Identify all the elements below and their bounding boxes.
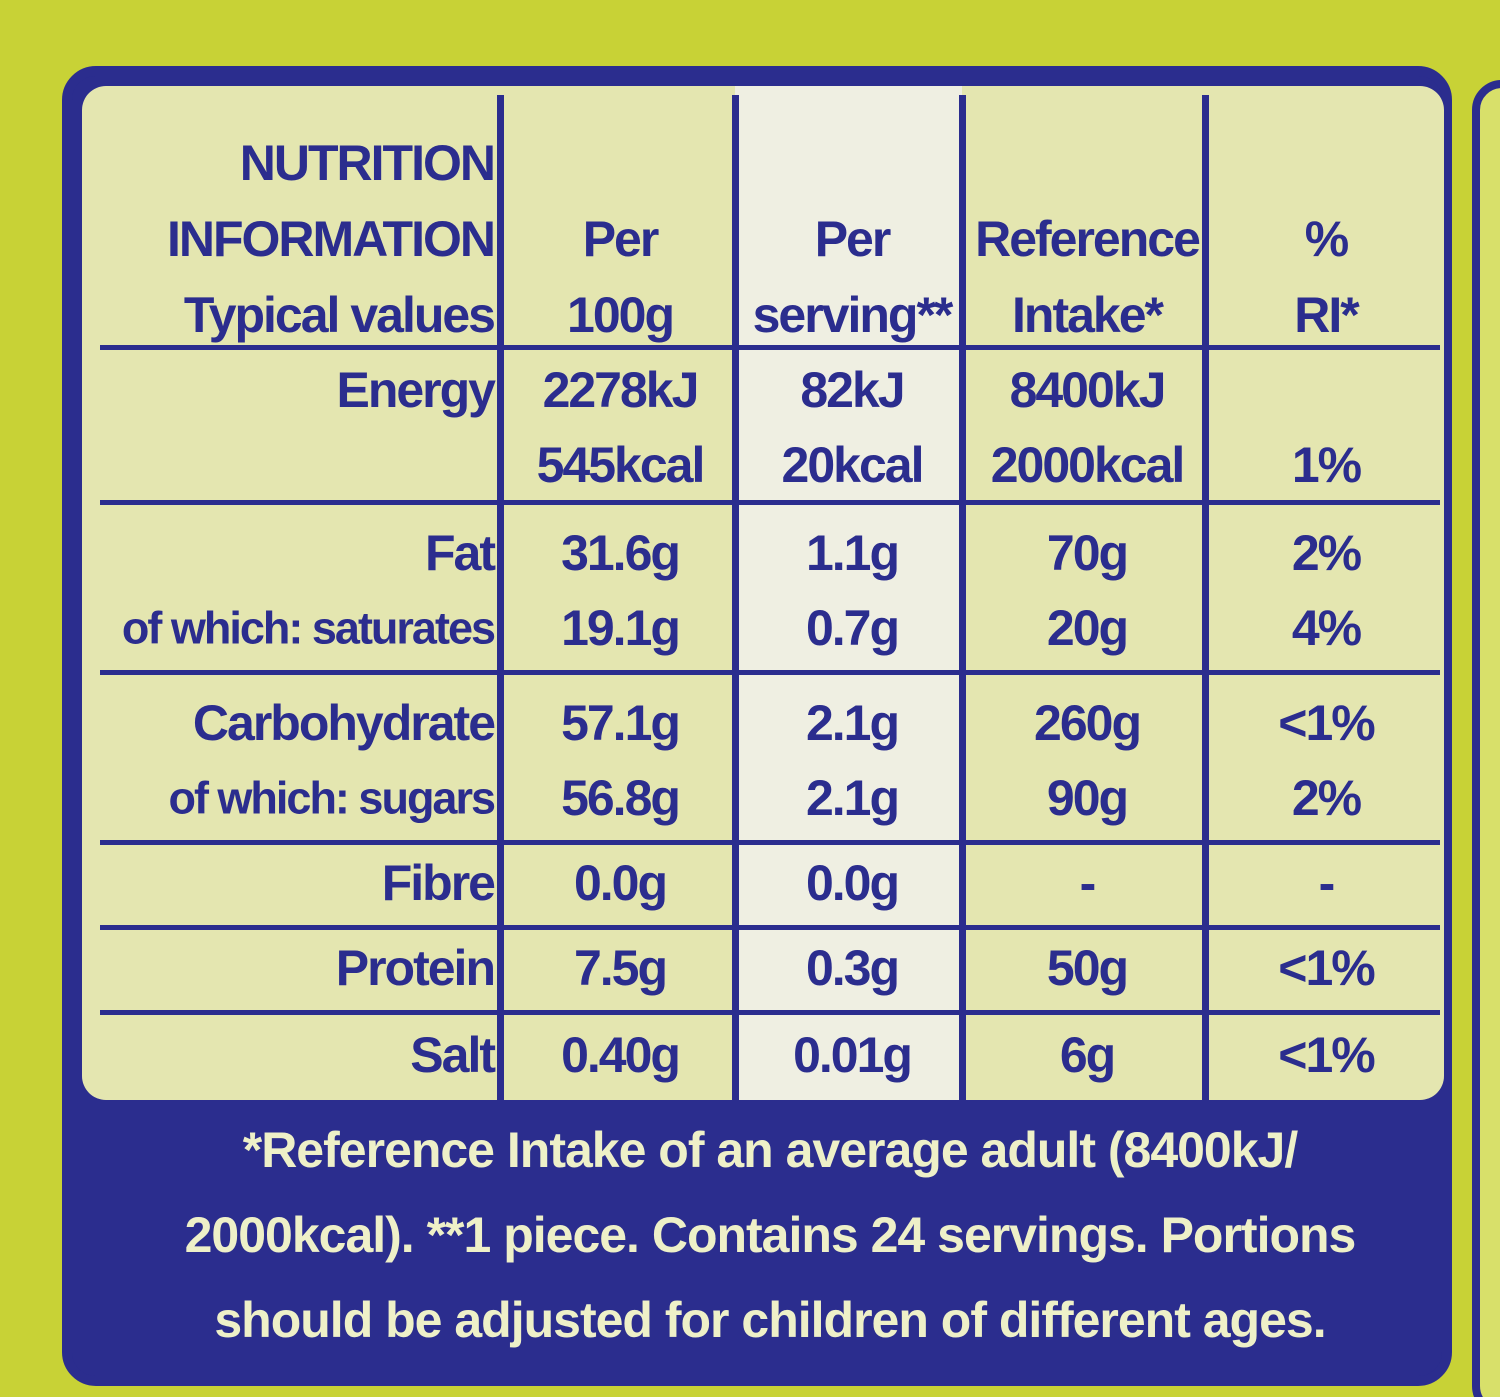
cell-value: 82kJ xyxy=(800,362,905,418)
column-divider xyxy=(1202,95,1209,1100)
row-divider xyxy=(100,345,1440,350)
row-divider xyxy=(100,500,1440,505)
row-label: NUTRITION xyxy=(239,135,496,191)
cell-value: 4% xyxy=(1291,600,1362,656)
row-label: of which: saturates xyxy=(121,602,496,654)
serving-column xyxy=(735,86,962,1100)
cell-value: 1.1g xyxy=(805,525,900,581)
row-divider xyxy=(100,925,1440,930)
row-label: Energy xyxy=(336,362,496,418)
cell-value: <1% xyxy=(1278,939,1375,996)
cell-value: 50g xyxy=(1046,939,1129,996)
cell-value: 56.8g xyxy=(561,770,681,826)
cell-value: % xyxy=(1304,211,1349,267)
cell-value: 0.0g xyxy=(805,854,900,911)
packaging-edge xyxy=(1472,80,1500,1397)
cell-value: Reference xyxy=(975,211,1201,267)
cell-value: RI* xyxy=(1294,287,1359,343)
cell-value: 20g xyxy=(1046,600,1129,656)
cell-value: 0.3g xyxy=(805,939,900,996)
cell-value: 260g xyxy=(1034,695,1142,751)
column-divider xyxy=(497,95,504,1100)
row-label: Salt xyxy=(410,1027,496,1083)
cell-value: 70g xyxy=(1046,525,1129,581)
cell-value: 2278kJ xyxy=(542,362,700,418)
cell-value: 2000kcal xyxy=(990,437,1186,493)
cell-value: - xyxy=(1318,854,1336,911)
cell-value: 31.6g xyxy=(561,525,681,581)
cell-value: - xyxy=(1079,854,1097,911)
row-label: of which: sugars xyxy=(168,772,496,824)
cell-value: 20kcal xyxy=(781,437,925,493)
row-label: Typical values xyxy=(183,287,496,343)
footnote-line: 2000kcal). **1 piece. Contains 24 servin… xyxy=(184,1207,1357,1263)
row-divider xyxy=(100,840,1440,845)
cell-value: 0.40g xyxy=(561,1027,681,1083)
row-label: Carbohydrate xyxy=(192,695,496,751)
cell-value: Per xyxy=(814,211,892,267)
row-label: Fibre xyxy=(381,854,496,911)
cell-value: 1% xyxy=(1291,437,1362,493)
cell-value: 2% xyxy=(1291,525,1362,581)
cell-value: 8400kJ xyxy=(1009,362,1167,418)
cell-value: 7.5g xyxy=(573,939,668,996)
cell-value: Per xyxy=(582,211,660,267)
cell-value: 6g xyxy=(1059,1027,1116,1083)
column-divider xyxy=(959,95,966,1100)
cell-value: 545kcal xyxy=(536,437,706,493)
cell-value: 19.1g xyxy=(561,600,681,656)
cell-value: <1% xyxy=(1278,695,1375,751)
cell-value: 0.7g xyxy=(805,600,900,656)
cell-value: 0.0g xyxy=(573,854,668,911)
column-divider xyxy=(732,95,739,1100)
cell-value: 2.1g xyxy=(805,695,900,751)
cell-value: 57.1g xyxy=(561,695,681,751)
cell-value: <1% xyxy=(1278,1027,1375,1083)
cell-value: 2.1g xyxy=(805,770,900,826)
footnote-line: *Reference Intake of an average adult (8… xyxy=(242,1122,1299,1178)
footnote-line: should be adjusted for children of diffe… xyxy=(214,1292,1326,1348)
cell-value: 100g xyxy=(567,287,675,343)
row-divider xyxy=(100,670,1440,675)
cell-value: 2% xyxy=(1291,770,1362,826)
cell-value: serving** xyxy=(752,287,954,343)
row-label: Fat xyxy=(425,525,496,581)
cell-value: 0.01g xyxy=(793,1027,913,1083)
row-divider xyxy=(100,1010,1440,1015)
row-label: INFORMATION xyxy=(166,211,496,267)
cell-value: Intake* xyxy=(1012,287,1164,343)
cell-value: 90g xyxy=(1046,770,1129,826)
row-label: Protein xyxy=(335,939,496,996)
